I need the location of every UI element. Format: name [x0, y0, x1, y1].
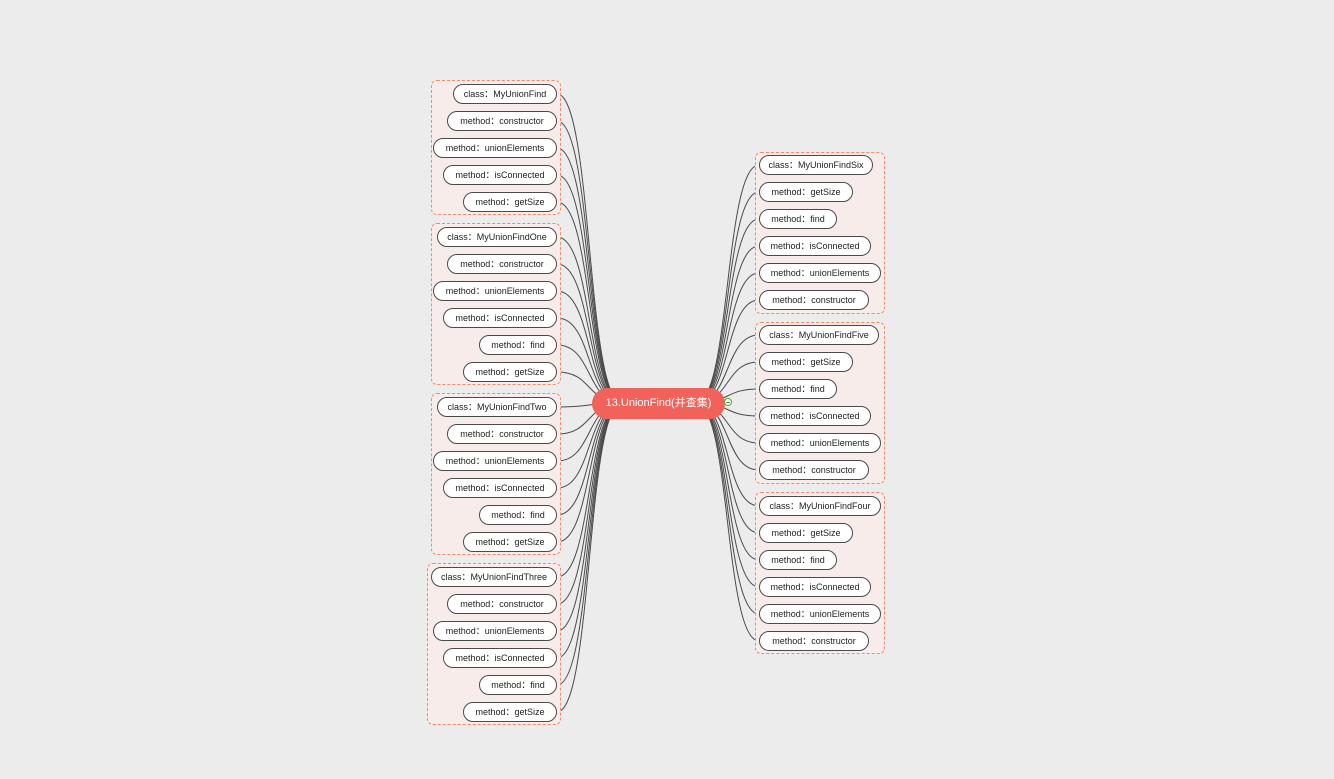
method-node[interactable]: method：isConnected	[443, 648, 557, 668]
class-node[interactable]: class：MyUnionFindSix	[759, 155, 873, 175]
method-node[interactable]: method：getSize	[463, 192, 557, 212]
method-node[interactable]: method：getSize	[759, 523, 853, 543]
connector-line	[556, 263, 623, 404]
method-node[interactable]: method：constructor	[447, 254, 557, 274]
connector-line	[556, 201, 623, 404]
method-node[interactable]: method：find	[759, 209, 837, 229]
method-node[interactable]: method：getSize	[463, 532, 557, 552]
method-node[interactable]: method：find	[479, 335, 557, 355]
connector-line	[556, 236, 623, 404]
connector-line	[556, 402, 623, 713]
method-node[interactable]: method：find	[759, 550, 837, 570]
root-topic[interactable]: 13.UnionFind(并查集)	[592, 388, 725, 419]
class-node[interactable]: class：MyUnionFindThree	[431, 567, 557, 587]
method-node[interactable]: method：constructor	[759, 460, 869, 480]
method-node[interactable]: method：constructor	[447, 111, 557, 131]
connector-line	[695, 402, 760, 642]
method-node[interactable]: method：isConnected	[759, 577, 871, 597]
connector-line	[695, 245, 760, 404]
method-node[interactable]: method：constructor	[759, 631, 869, 651]
method-node[interactable]: method：getSize	[759, 352, 853, 372]
class-group-right	[755, 152, 885, 314]
class-node[interactable]: class：MyUnionFindOne	[437, 227, 557, 247]
method-node[interactable]: method：find	[479, 675, 557, 695]
class-node[interactable]: class：MyUnionFindFive	[759, 325, 879, 345]
connector-line	[556, 402, 623, 686]
method-node[interactable]: method：constructor	[759, 290, 869, 310]
method-node[interactable]: method：unionElements	[759, 604, 881, 624]
method-node[interactable]: method：unionElements	[759, 433, 881, 453]
connector-line	[556, 402, 623, 543]
connector-line	[695, 402, 760, 615]
connector-line	[556, 402, 623, 516]
connector-line	[556, 290, 623, 404]
method-node[interactable]: method：find	[759, 379, 837, 399]
method-node[interactable]: method：getSize	[463, 362, 557, 382]
connector-line	[556, 402, 623, 632]
class-group-right	[755, 322, 885, 484]
class-group-left	[431, 223, 561, 385]
method-node[interactable]: method：isConnected	[759, 406, 871, 426]
method-node[interactable]: method：unionElements	[759, 263, 881, 283]
method-node[interactable]: method：constructor	[447, 594, 557, 614]
connector-line	[556, 402, 623, 605]
method-node[interactable]: method：getSize	[759, 182, 853, 202]
connector-line	[556, 93, 623, 404]
class-group-left	[427, 563, 561, 725]
method-node[interactable]: method：unionElements	[433, 451, 557, 471]
connector-line	[695, 272, 760, 404]
connector-line	[695, 402, 760, 588]
class-node[interactable]: class：MyUnionFindTwo	[437, 397, 557, 417]
connector-line	[556, 402, 623, 578]
method-node[interactable]: method：find	[479, 505, 557, 525]
connector-line	[695, 164, 760, 404]
connector-line	[556, 147, 623, 404]
connector-line	[695, 191, 760, 404]
method-node[interactable]: method：isConnected	[443, 478, 557, 498]
connector-line	[695, 402, 760, 534]
class-node[interactable]: class：MyUnionFind	[453, 84, 557, 104]
class-node[interactable]: class：MyUnionFindFour	[759, 496, 881, 516]
method-node[interactable]: method：constructor	[447, 424, 557, 444]
method-node[interactable]: method：isConnected	[443, 308, 557, 328]
class-group-right	[755, 492, 885, 654]
connector-line	[695, 402, 760, 561]
connector-line	[695, 218, 760, 404]
class-group-left	[431, 393, 561, 555]
method-node[interactable]: method：isConnected	[443, 165, 557, 185]
connector-line	[556, 402, 623, 659]
method-node[interactable]: method：unionElements	[433, 281, 557, 301]
method-node[interactable]: method：unionElements	[433, 621, 557, 641]
collapse-toggle-icon[interactable]	[724, 398, 732, 406]
method-node[interactable]: method：isConnected	[759, 236, 871, 256]
method-node[interactable]: method：unionElements	[433, 138, 557, 158]
connector-line	[556, 174, 623, 404]
connector-line	[556, 120, 623, 404]
method-node[interactable]: method：getSize	[463, 702, 557, 722]
